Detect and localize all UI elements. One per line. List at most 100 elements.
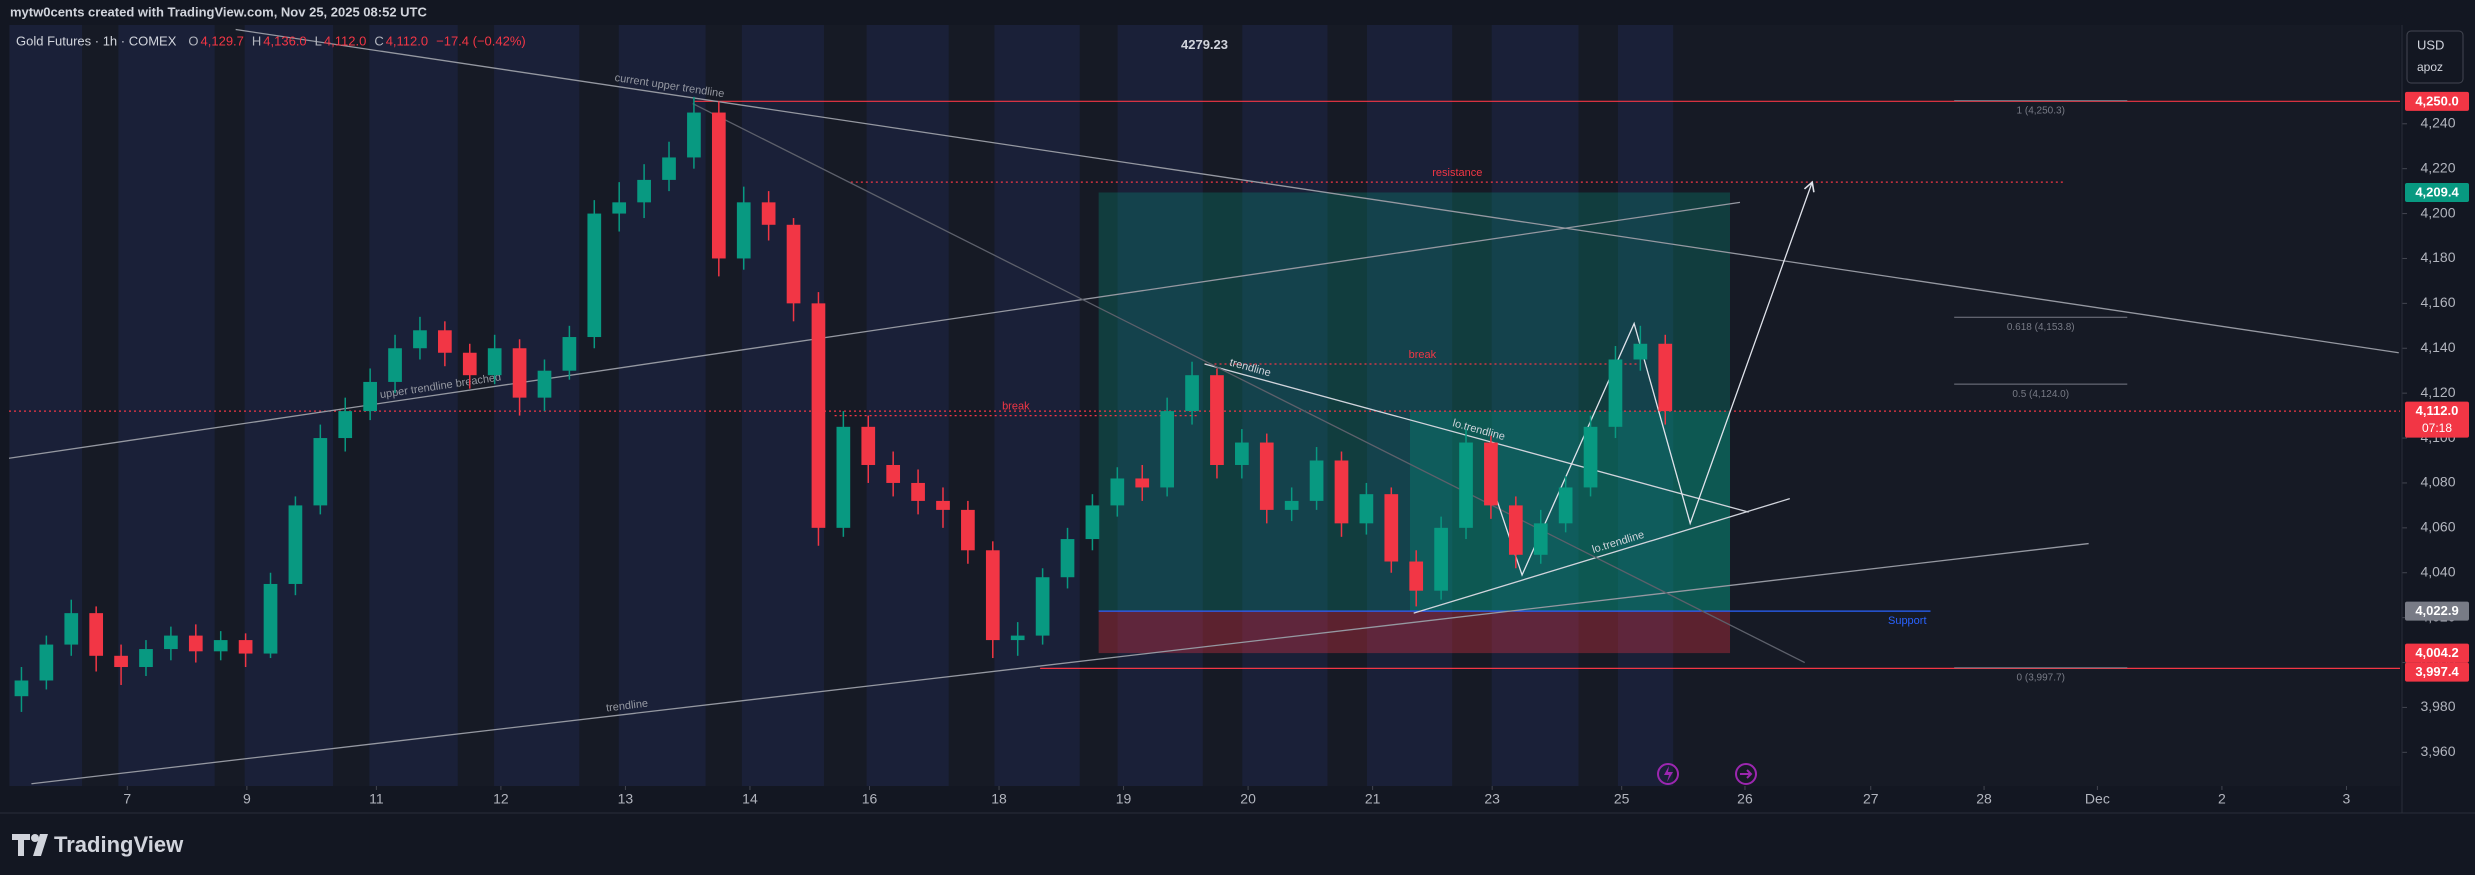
candle-body <box>462 352 477 376</box>
x-tick-label: 13 <box>618 791 634 807</box>
candle-body <box>288 505 303 584</box>
candle-body <box>89 613 104 656</box>
candle-body <box>213 640 228 652</box>
candle-body <box>562 337 577 371</box>
session-band <box>369 25 458 786</box>
x-tick-label: 27 <box>1863 791 1879 807</box>
candle-body <box>363 381 377 412</box>
candle-body <box>936 500 950 510</box>
candle-body <box>1384 494 1399 562</box>
currency[interactable]: USD <box>2417 37 2444 52</box>
trendline <box>1204 363 1749 513</box>
candle-body <box>39 644 54 681</box>
y-tick-label: 4,180 <box>2420 249 2455 265</box>
ohlc-value: 4,112.0 <box>324 33 366 48</box>
candle-body <box>139 649 153 668</box>
ohlc-value: 4,129.7 <box>201 33 244 48</box>
x-tick-label: 18 <box>991 791 1007 807</box>
logo-part <box>31 834 39 842</box>
candle-body <box>736 202 751 259</box>
level-label: break <box>1002 401 1030 413</box>
x-tick-label: 3 <box>2343 791 2351 807</box>
candle-body <box>1359 494 1374 524</box>
candle-body <box>861 426 876 465</box>
icon-arrow <box>1740 769 1753 779</box>
trendline <box>1413 498 1790 614</box>
icon-circle[interactable] <box>1657 763 1679 785</box>
x-tick-label: 19 <box>1116 791 1132 807</box>
x-tick-label: 16 <box>862 791 878 807</box>
candle-body <box>164 635 178 650</box>
candle-body <box>188 635 203 652</box>
candle-body <box>1583 426 1598 488</box>
price-label: 4,209.4 <box>2415 184 2459 199</box>
candle-body <box>1210 375 1224 465</box>
icon-bolt <box>1664 766 1673 782</box>
candle-body <box>811 303 826 528</box>
session-band <box>1242 25 1328 786</box>
trendline <box>31 542 2089 785</box>
trendline <box>9 201 1741 459</box>
candle-body <box>313 438 328 506</box>
x-tick-label: 28 <box>1976 791 1992 807</box>
session-band <box>494 25 580 786</box>
replay-icon[interactable] <box>1735 763 1757 785</box>
session-band <box>118 25 215 786</box>
candle-body <box>1533 523 1548 555</box>
symbol-title: Gold Futures · 1h · COMEX <box>16 33 177 48</box>
level-label: Support <box>1888 615 1927 627</box>
candle-body <box>1035 577 1050 636</box>
candle-body <box>1558 487 1573 524</box>
candle-body <box>985 550 1000 641</box>
ohlc-key: C <box>374 33 383 48</box>
candle-body <box>487 348 502 376</box>
candle-body <box>1459 442 1473 528</box>
y-tick-label: 4,240 <box>2420 114 2455 130</box>
candle-body <box>911 482 925 501</box>
session-band <box>1491 25 1579 786</box>
candle-body <box>761 202 776 225</box>
candle-body <box>238 640 253 654</box>
y-tick-label: 3,980 <box>2420 698 2455 714</box>
x-tick-label: 21 <box>1365 791 1381 807</box>
high-label: 4279.23 <box>1181 37 1228 52</box>
currency-box[interactable] <box>2406 30 2464 84</box>
candle-body <box>1160 411 1174 488</box>
x-tick-label: 14 <box>742 791 758 807</box>
candle-body <box>687 112 701 158</box>
candle-body <box>1085 505 1100 540</box>
candle-body <box>438 330 452 353</box>
candle-body <box>413 330 427 349</box>
candle-body <box>1508 505 1523 555</box>
logo-part <box>12 834 30 856</box>
y-tick-label: 4,060 <box>2420 519 2455 535</box>
price-label-box <box>2405 91 2469 111</box>
x-tick-label: 9 <box>243 791 251 807</box>
position-target-zone <box>1098 192 1731 612</box>
level-label: break <box>1409 349 1437 361</box>
candle-body <box>1060 539 1075 578</box>
price-label-box <box>2405 182 2469 202</box>
session-band <box>244 25 334 786</box>
alert-icon[interactable] <box>1657 763 1679 785</box>
y-tick-label: 4,120 <box>2420 384 2455 400</box>
y-tick-label: 4,160 <box>2420 294 2455 310</box>
session-band <box>1366 25 1453 786</box>
brand: TradingView <box>54 832 184 857</box>
fib-label: 0 (3,997.7) <box>2017 672 2065 683</box>
icon-circle[interactable] <box>1735 763 1757 785</box>
level-label: resistance <box>1432 167 1482 179</box>
plot: resistance break break Support 1 (4,250.3) 0.… <box>9 28 2400 785</box>
candle-body <box>14 680 29 697</box>
credit: mytw0cents created with TradingView.com,… <box>10 4 427 19</box>
ohlc-value: 4,112.0 <box>386 33 428 48</box>
position-stop-zone <box>1098 611 1731 654</box>
candle-body <box>637 179 651 203</box>
fib-label: 0.618 (4,153.8) <box>2007 322 2075 333</box>
candle-body <box>1484 442 1498 506</box>
countdown: 07:18 <box>2422 421 2452 435</box>
brand-logo <box>12 834 48 856</box>
price-label-box <box>2405 643 2469 663</box>
